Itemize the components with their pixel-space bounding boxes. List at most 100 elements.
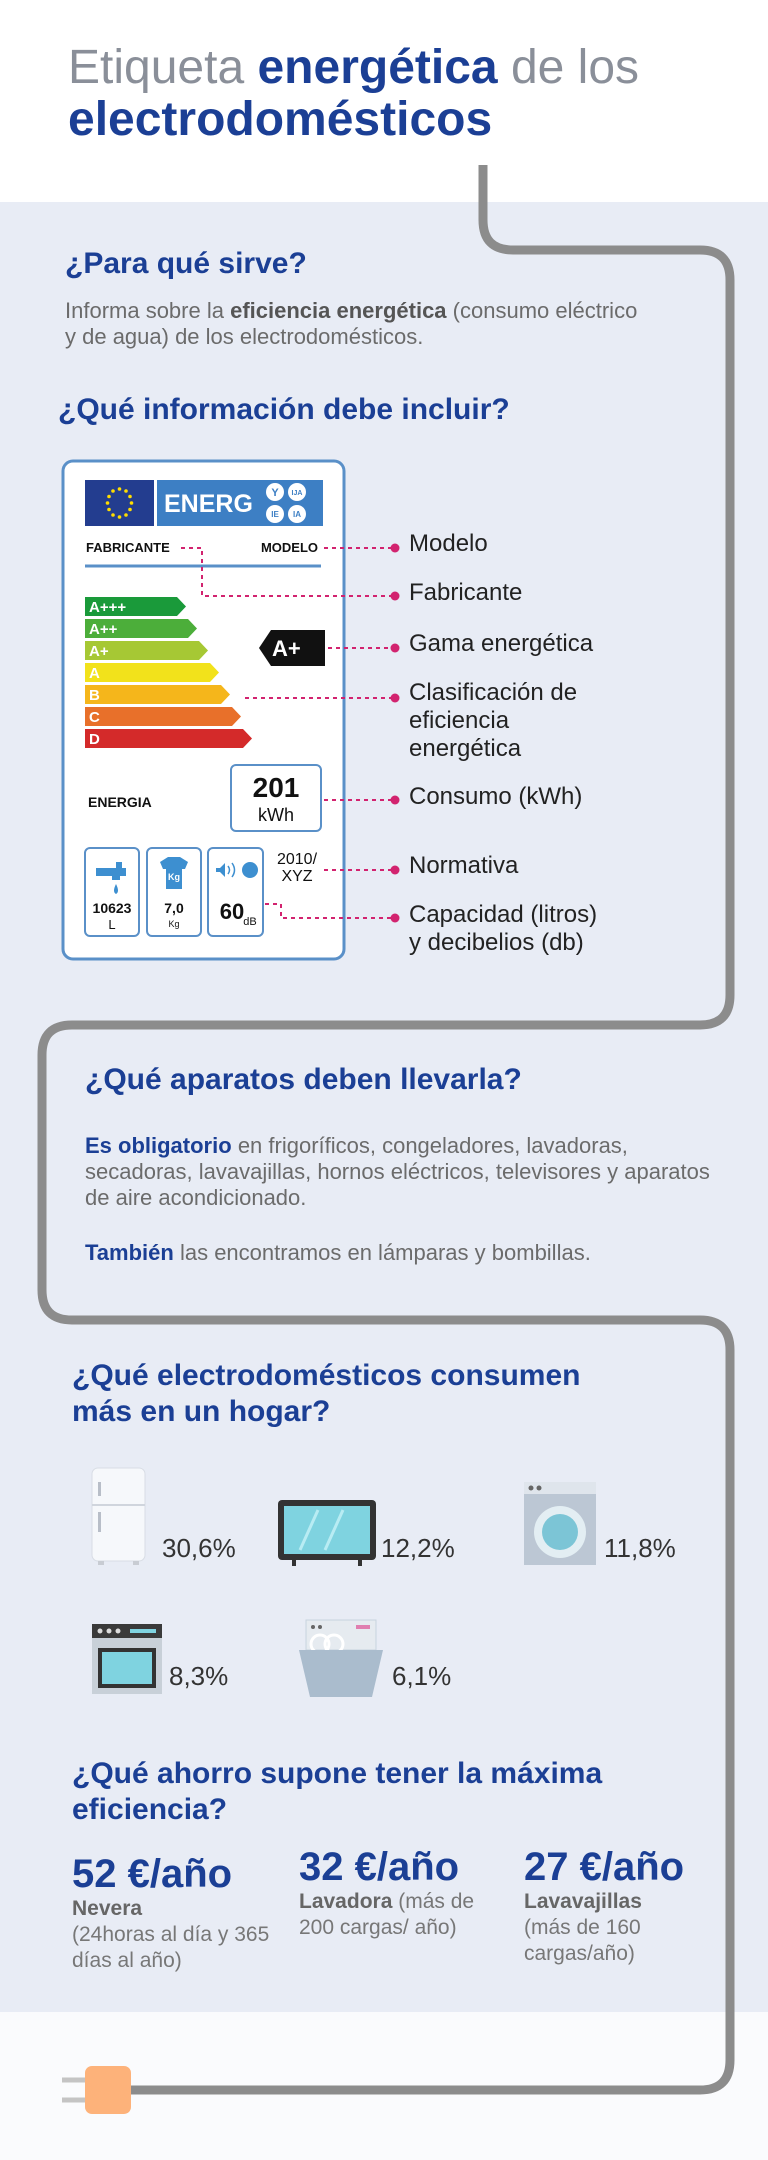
badge: IA (293, 510, 301, 519)
capacity-unit: Kg (168, 919, 179, 929)
text: Informa sobre la (65, 298, 224, 323)
callout-line: Consumo (kWh) (409, 783, 583, 810)
saving-detail: (24horas al día y 365 días al año) (72, 1923, 270, 1972)
title: Etiqueta energética de los electrodomést… (68, 42, 639, 146)
noise: 60 (220, 899, 244, 924)
model: MODELO (261, 540, 318, 555)
saving-text: Lavavajillas (más de 160 cargas/año) (524, 1889, 674, 1967)
callout-line: Modelo (409, 530, 488, 557)
connector-dots (390, 543, 400, 923)
class-arrow (85, 729, 252, 748)
heading-line: eficiencia? (72, 1793, 228, 1826)
consumption: 201 (253, 772, 300, 803)
percentage: 11,8% (604, 1533, 676, 1563)
capacity-box (146, 847, 202, 937)
saving-name: Lavavajillas (524, 1890, 642, 1913)
callout: Modelo (409, 530, 488, 558)
energy-caption: ENERGIA (88, 794, 152, 810)
text: en frigoríficos, congeladores, lavadoras… (85, 1133, 710, 1210)
callout: Gama energética (409, 630, 593, 658)
eu-stars (105, 487, 134, 519)
callout-line: Capacidad (litros) (409, 901, 598, 928)
saving-name: Lavadora (299, 1890, 393, 1913)
oven-icon (92, 1624, 162, 1694)
class-label: A+ (89, 643, 109, 660)
noise-dial (242, 862, 258, 878)
class-arrow (85, 597, 186, 616)
heading-line: ¿Qué ahorro supone tener la máxima (72, 1757, 603, 1790)
callout: Capacidad (litros) y decibelios (db) (409, 901, 597, 957)
section-heading: ¿Qué aparatos deben llevarla? (85, 1063, 522, 1096)
section-heading: ¿Qué electrodomésticos consumen más en u… (72, 1358, 580, 1430)
energ-text: ENERG (164, 490, 253, 518)
rating: A+ (272, 636, 301, 661)
saving-amount: 32 €/año (299, 1845, 460, 1889)
percentage: 6,1% (392, 1661, 452, 1691)
tv-icon (278, 1500, 376, 1566)
class-label: C (89, 709, 100, 726)
tap-icon (96, 862, 126, 894)
plug (85, 2066, 131, 2114)
heading-line: más en un hogar? (72, 1395, 331, 1428)
callout: Clasificación de eficiencia energética (409, 679, 577, 763)
icon-capacity: Kg (168, 872, 180, 882)
callout: Fabricante (409, 579, 522, 607)
title-bold: electrodomésticos (68, 93, 493, 146)
badges: Y IJA IE IA (266, 483, 306, 523)
text: (consumo eléctrico y de agua) de los ele… (65, 298, 638, 349)
callout-line: Clasificación de (409, 679, 578, 706)
section-heading: ¿Para qué sirve? (65, 247, 307, 280)
connectors (181, 547, 391, 919)
saving: 52 €/año Nevera (24horas al día y 365 día… (72, 1852, 272, 1974)
consumption-box (230, 764, 322, 832)
callout-line: eficiencia (409, 707, 510, 734)
callout-line: Gama energética (409, 630, 594, 657)
saving-name: Nevera (72, 1897, 143, 1920)
class-arrow (85, 641, 208, 660)
class-label: D (89, 731, 100, 748)
paragraph: También las encontramos en lámparas y bo… (85, 1240, 710, 1266)
washer-icon (524, 1482, 596, 1565)
callout: Consumo (kWh) (409, 783, 582, 811)
rating-tag (259, 630, 325, 666)
regulation: 2010/ (277, 851, 318, 868)
badge: IE (271, 510, 279, 519)
heading-line: ¿Qué electrodomésticos consumen (72, 1359, 581, 1392)
title-bold: energética (257, 41, 498, 94)
saving-amount: 52 €/año (72, 1852, 233, 1896)
class-label: A (89, 665, 100, 682)
class-label: A+++ (89, 599, 126, 616)
text-bold: Es obligatorio (85, 1133, 232, 1158)
paragraph: Es obligatorio en frigoríficos, congelad… (85, 1133, 710, 1211)
fridge-icon (91, 1467, 146, 1565)
callout: Normativa (409, 852, 518, 880)
saving-detail: (más de 160 cargas/año) (524, 1916, 641, 1965)
title-light: de los (510, 41, 640, 94)
saving: 27 €/año Lavavajillas (más de 160 cargas… (524, 1845, 684, 1967)
class-arrow (85, 685, 230, 704)
text-bold: También (85, 1240, 174, 1265)
saving: 32 €/año Lavadora (más de 200 cargas/ añ… (299, 1845, 484, 1941)
class-arrow (85, 619, 197, 638)
percentage: 8,3% (169, 1661, 229, 1691)
saving-text: Nevera (24horas al día y 365 días al año) (72, 1896, 272, 1974)
noise-unit: dB (243, 916, 256, 928)
callout-line: Fabricante (409, 579, 523, 606)
saving-text: Lavadora (más de 200 cargas/ año) (299, 1889, 484, 1941)
sound-waves (227, 862, 236, 878)
badge: IJA (292, 490, 303, 497)
text: las encontramos en lámparas y bombillas. (179, 1240, 591, 1265)
consumption-unit: kWh (258, 805, 294, 825)
dishwasher-icon (299, 1619, 383, 1697)
callout-line: Normativa (409, 852, 519, 879)
section-heading: ¿Qué información debe incluir? (58, 393, 510, 426)
section-heading: ¿Qué ahorro supone tener la máxima efici… (72, 1756, 602, 1828)
paragraph: Informa sobre la eficiencia energética (… (65, 298, 645, 350)
saving-detail: (más de 200 cargas/ año) (299, 1890, 475, 1939)
class-arrow (85, 707, 241, 726)
percentage: 30,6% (162, 1533, 236, 1563)
capacity: 7,0 (164, 900, 184, 916)
percentage: 12,2% (381, 1533, 455, 1563)
cable (37, 165, 735, 2095)
